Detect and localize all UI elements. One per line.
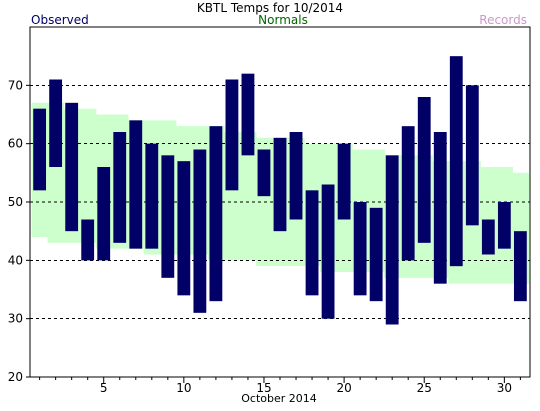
y-tick-label: 30	[8, 312, 23, 326]
x-tick-label: 25	[417, 381, 432, 395]
observed-bar	[113, 132, 127, 243]
observed-bar	[97, 167, 111, 261]
y-tick-label: 40	[8, 253, 23, 267]
observed-bar	[161, 155, 175, 278]
observed-bar	[225, 79, 239, 191]
observed-bar	[305, 190, 319, 296]
observed-bar	[209, 126, 223, 302]
observed-bar	[65, 102, 79, 232]
legend-observed: Observed	[31, 13, 89, 27]
observed-bar	[49, 79, 63, 167]
observed-bar	[193, 149, 207, 313]
plot-area: 20 30 40 50 60 70 5 10 15 20 25 30	[8, 26, 531, 395]
legend-records: Records	[479, 13, 527, 27]
observed-bar	[369, 207, 383, 302]
observed-bar	[417, 97, 431, 243]
x-tick-label: 10	[176, 381, 191, 395]
observed-bar	[433, 132, 447, 284]
observed-bar	[337, 143, 351, 220]
observed-bar	[177, 161, 191, 296]
observed-bar	[401, 126, 415, 261]
normals-band-day	[239, 132, 257, 261]
observed-bar	[33, 108, 47, 191]
observed-bar	[353, 202, 367, 296]
observed-bar	[385, 155, 399, 325]
observed-bar	[513, 231, 527, 302]
chart-title: KBTL Temps for 10/2014	[197, 1, 343, 15]
observed-bar	[273, 137, 287, 232]
x-tick-label: 15	[256, 381, 271, 395]
observed-bar	[257, 149, 271, 197]
observed-bar	[497, 202, 511, 249]
x-tick-label: 20	[336, 381, 351, 395]
observed-bar	[145, 143, 159, 249]
normals-band-day	[79, 108, 97, 243]
x-tick-label: 30	[497, 381, 512, 395]
observed-bar	[481, 219, 495, 255]
observed-bar	[321, 184, 335, 319]
y-tick-label: 70	[8, 78, 23, 92]
observed-bar	[129, 120, 143, 249]
observed-bar	[465, 85, 479, 226]
y-tick-label: 20	[8, 370, 23, 384]
legend-normals: Normals	[258, 13, 308, 27]
y-tick-label: 60	[8, 137, 23, 151]
observed-bar	[289, 132, 303, 220]
x-tick-label: 5	[100, 381, 108, 395]
observed-bar	[449, 56, 463, 267]
observed-bar	[241, 73, 255, 156]
observed-bar	[81, 219, 95, 261]
y-tick-label: 50	[8, 195, 23, 209]
x-axis-label: October 2014	[241, 392, 317, 405]
